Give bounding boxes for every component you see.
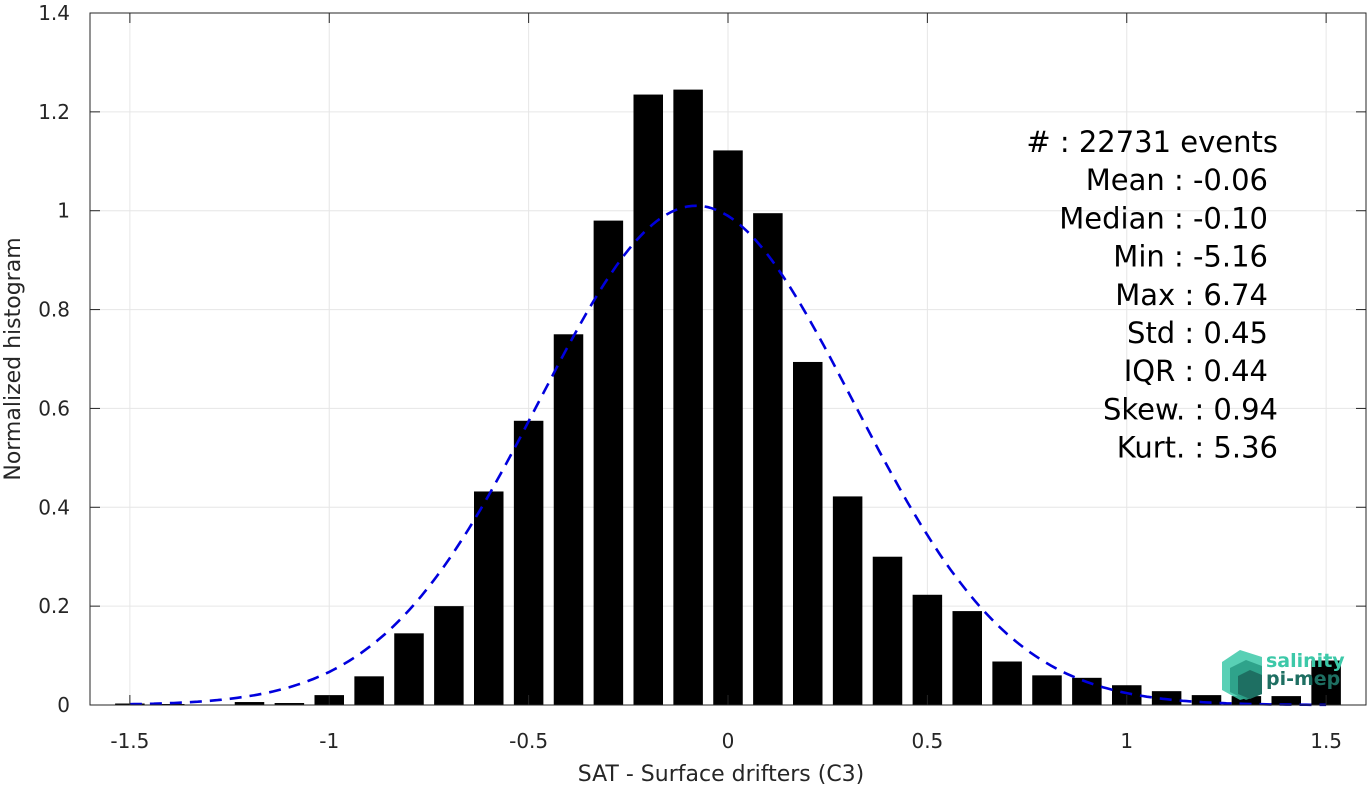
salinity-pi-mep-logo: salinity pi-mep <box>1222 650 1345 700</box>
histogram-bar <box>832 496 863 705</box>
stat-line: Mean : -0.06 <box>1086 163 1268 197</box>
stat-line: Std : 0.45 <box>1127 316 1268 350</box>
logo-text-salinity: salinity <box>1266 650 1345 672</box>
y-tick-label: 1.2 <box>38 100 70 124</box>
histogram-bar <box>1191 695 1222 705</box>
statistics-box: # : 22731 events Mean : -0.06 Median : -0.… <box>1026 125 1278 465</box>
histogram-bar <box>673 89 703 706</box>
stat-line: Median : -0.10 <box>1059 201 1268 235</box>
stat-line: IQR : 0.44 <box>1124 354 1268 388</box>
x-tick-label: 1 <box>1120 729 1133 753</box>
x-tick-label: 0.5 <box>911 729 943 753</box>
y-tick-label: 1.4 <box>38 1 70 25</box>
histogram-bar <box>593 220 624 705</box>
histogram-bar <box>952 611 983 705</box>
histogram-bar <box>753 213 783 705</box>
histogram-bar <box>792 361 823 705</box>
y-axis: 0 0.2 0.4 0.6 0.8 1 1.2 1.4 <box>38 1 1366 717</box>
histogram-bar <box>992 661 1022 705</box>
histogram-bar <box>1032 675 1062 705</box>
stat-line: Skew. : 0.94 <box>1103 392 1278 426</box>
histogram-bar <box>1271 696 1302 705</box>
histogram-bar <box>912 594 943 705</box>
x-axis: -1.5 -1 -0.5 0 0.5 1 1.5 <box>110 13 1342 753</box>
stat-line: Kurt. : 5.36 <box>1117 431 1278 465</box>
histogram-bar <box>234 702 265 705</box>
histogram-bar <box>394 633 424 705</box>
x-tick-label: -0.5 <box>509 729 548 753</box>
x-tick-label: -1 <box>319 729 339 753</box>
y-tick-label: 0.4 <box>38 495 70 519</box>
histogram-bar <box>872 556 903 705</box>
histogram-bar <box>434 606 464 705</box>
gaussian-fit-curve <box>129 204 1327 707</box>
stat-line: Max : 6.74 <box>1115 278 1268 312</box>
stat-line: Min : -5.16 <box>1113 240 1268 274</box>
x-tick-label: 0 <box>722 729 735 753</box>
histogram-bar <box>473 491 504 705</box>
histogram-bar <box>1231 696 1262 705</box>
histogram-bar <box>513 420 544 705</box>
histogram-bar <box>354 676 384 705</box>
y-tick-label: 1 <box>57 199 70 223</box>
y-tick-label: 0.2 <box>38 594 70 618</box>
logo-text-pi-mep: pi-mep <box>1266 668 1340 690</box>
x-tick-label: 1.5 <box>1310 729 1342 753</box>
x-axis-label: SAT - Surface drifters (C3) <box>578 762 865 785</box>
bars <box>115 89 1341 706</box>
y-axis-label: Normalized histogram <box>1 237 26 480</box>
histogram-bar <box>633 94 664 706</box>
stat-line: # : 22731 events <box>1026 125 1278 159</box>
histogram-bar <box>713 150 743 705</box>
histogram-bar <box>553 334 584 705</box>
y-tick-label: 0.6 <box>38 396 70 420</box>
y-tick-label: 0.8 <box>38 298 70 322</box>
x-tick-label: -1.5 <box>110 729 149 753</box>
y-tick-label: 0 <box>57 693 70 717</box>
histogram-bar <box>274 703 305 705</box>
logo-mark-icon <box>1222 650 1262 700</box>
